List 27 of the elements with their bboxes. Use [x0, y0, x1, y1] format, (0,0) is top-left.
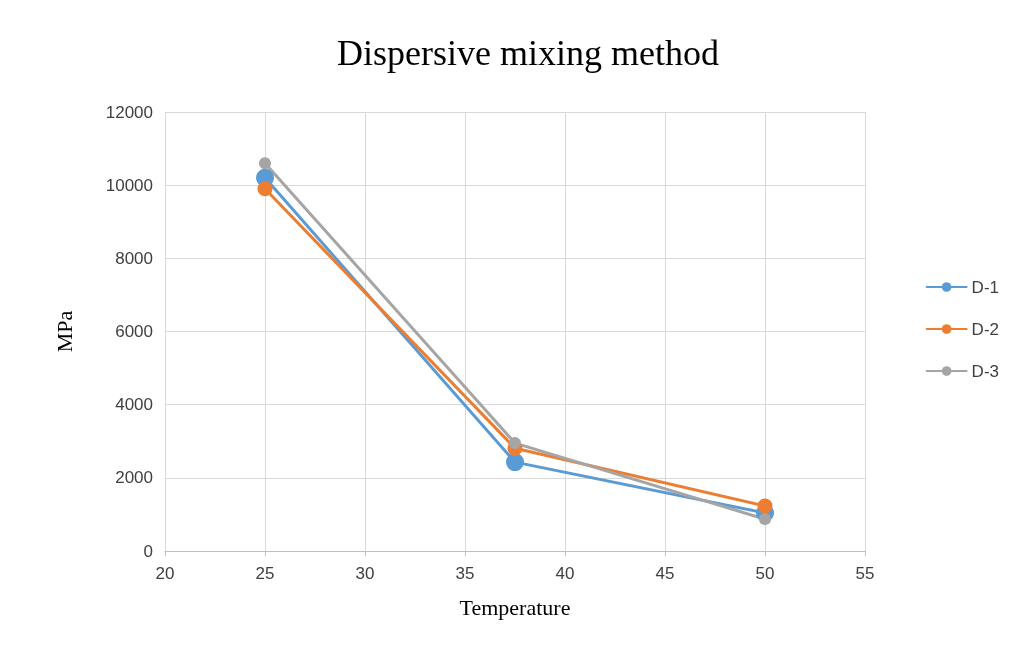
legend-label: D-3: [971, 361, 1000, 381]
y-tick-label: 8000: [115, 248, 153, 268]
y-tick-label: 4000: [115, 395, 153, 415]
point: [759, 513, 771, 526]
y-tick-label: 12000: [105, 102, 153, 122]
point: [257, 181, 273, 197]
point: [757, 498, 773, 514]
point: [259, 157, 271, 170]
point: [509, 437, 521, 450]
y-tick-label: 10000: [105, 175, 153, 195]
x-tick-label: 55: [855, 564, 875, 583]
x-tick-label: 45: [655, 564, 675, 583]
x-tick-label: 50: [755, 564, 775, 583]
x-tick-label: 40: [555, 564, 575, 583]
chart-title: Dispersive mixing method: [337, 33, 719, 73]
point: [506, 453, 524, 472]
x-axis-title: Temperature: [459, 594, 571, 620]
x-tick-label: 20: [155, 564, 175, 583]
x-tick-label: 35: [455, 564, 475, 583]
x-tick-label: 25: [255, 564, 275, 583]
y-tick-label: 0: [143, 541, 153, 561]
y-tick-label: 6000: [115, 322, 153, 341]
y-axis-title: MPa: [51, 310, 77, 353]
legend-label: D-2: [971, 319, 1000, 339]
x-tick-label: 30: [355, 564, 375, 583]
y-tick-label: 2000: [115, 468, 153, 488]
legend-label: D-1: [971, 277, 1000, 297]
